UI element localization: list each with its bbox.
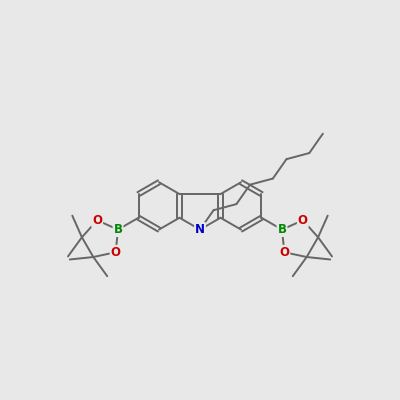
Text: O: O [298, 214, 308, 227]
Text: O: O [92, 214, 102, 227]
Text: N: N [195, 223, 205, 236]
Text: O: O [279, 246, 289, 259]
Text: B: B [278, 223, 286, 236]
Text: O: O [111, 246, 121, 259]
Text: B: B [114, 223, 122, 236]
